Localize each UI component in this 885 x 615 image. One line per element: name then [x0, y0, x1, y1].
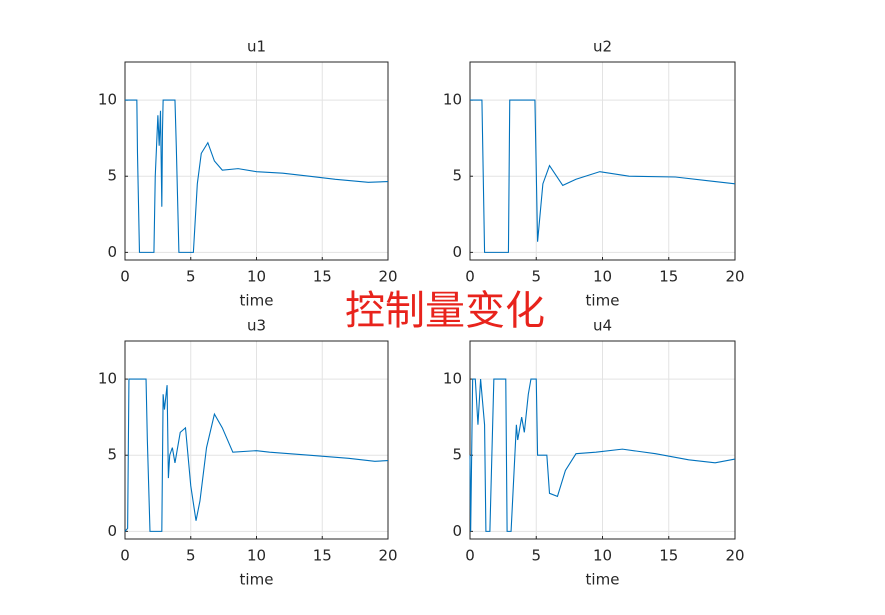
y-tick-label: 0	[107, 243, 117, 261]
data-line	[469, 378, 736, 532]
y-tick-label: 5	[107, 167, 117, 185]
x-tick-label: 10	[247, 547, 266, 565]
chart-title: u4	[593, 317, 612, 335]
overlay-title: 控制量变化	[345, 288, 545, 334]
x-tick-label: 15	[313, 547, 332, 565]
x-axis-label: time	[586, 292, 620, 310]
axes-box	[124, 340, 389, 540]
x-tick-label: 20	[725, 547, 744, 565]
x-tick-label: 10	[593, 268, 612, 286]
x-tick-label: 15	[313, 268, 332, 286]
y-tick-label: 10	[98, 370, 117, 388]
y-tick-label: 0	[452, 243, 462, 261]
chart-title: u3	[247, 317, 266, 335]
y-tick-label: 0	[107, 522, 117, 540]
x-tick-label: 5	[531, 547, 541, 565]
x-tick-label: 0	[120, 547, 130, 565]
y-tick-label: 5	[452, 167, 462, 185]
chart-title: u2	[593, 38, 612, 56]
x-tick-label: 10	[593, 547, 612, 565]
x-axis-label: time	[240, 292, 274, 310]
x-axis-label: time	[586, 571, 620, 589]
x-tick-label: 0	[465, 268, 475, 286]
y-tick-label: 10	[443, 91, 462, 109]
y-tick-label: 5	[452, 446, 462, 464]
axes-box	[469, 61, 736, 261]
x-tick-label: 10	[247, 268, 266, 286]
x-tick-label: 20	[378, 547, 397, 565]
x-tick-label: 5	[531, 268, 541, 286]
x-axis-label: time	[240, 571, 274, 589]
axes-box	[469, 340, 736, 540]
y-tick-label: 0	[452, 522, 462, 540]
data-line	[470, 99, 736, 253]
chart-title: u1	[247, 38, 266, 56]
data-line	[124, 378, 389, 532]
x-tick-label: 20	[378, 268, 397, 286]
x-tick-label: 0	[465, 547, 475, 565]
x-tick-label: 0	[120, 268, 130, 286]
x-tick-label: 5	[186, 268, 196, 286]
x-tick-label: 5	[186, 547, 196, 565]
y-tick-label: 5	[107, 446, 117, 464]
axes-box	[124, 61, 389, 261]
data-line	[125, 99, 389, 253]
x-tick-label: 20	[725, 268, 744, 286]
y-tick-label: 10	[98, 91, 117, 109]
y-tick-label: 10	[443, 370, 462, 388]
x-tick-label: 15	[659, 268, 678, 286]
x-tick-label: 15	[659, 547, 678, 565]
